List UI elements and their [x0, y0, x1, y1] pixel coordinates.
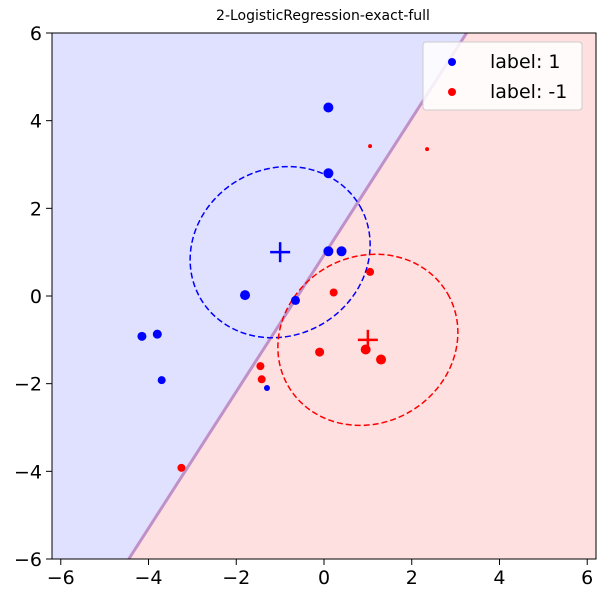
decision-boundary	[127, 33, 468, 559]
legend-marker-label-neg1	[448, 88, 456, 96]
y-tick-label: 2	[30, 198, 42, 220]
covariance-ellipse-label-1	[189, 165, 371, 339]
legend-box	[422, 41, 583, 111]
data-point-label-neg1	[360, 344, 371, 355]
legend: label: 1 label: -1	[422, 41, 583, 111]
y-tick-label: 4	[30, 111, 42, 133]
y-tick-label: 0	[30, 286, 42, 308]
region-label-1	[52, 33, 467, 559]
data-point-label-1	[323, 168, 334, 179]
data-point-label-neg1	[376, 354, 387, 365]
y-tick-label: −6	[14, 549, 42, 571]
mean-marker-label-1	[270, 242, 291, 263]
data-point-label-1	[336, 246, 347, 257]
region-label-neg1	[128, 33, 596, 559]
data-point-label-1	[240, 290, 251, 301]
y-tick-label: 6	[30, 23, 42, 45]
y-tick-label: −2	[14, 374, 42, 396]
x-axis: −6 −4 −2 0 2 4 6	[47, 559, 593, 589]
y-tick-label: −4	[14, 461, 42, 483]
legend-label-neg1: label: -1	[490, 81, 567, 103]
x-tick-label: 4	[493, 567, 505, 589]
legend-marker-label-1	[448, 58, 456, 66]
data-point-label-neg1	[329, 288, 338, 297]
data-point-label-1	[137, 331, 147, 341]
data-point-label-neg1	[425, 147, 430, 152]
data-point-label-neg1	[315, 347, 325, 357]
mean-marker-label-neg1	[357, 329, 378, 350]
data-point-label-neg1	[256, 362, 265, 371]
x-tick-label: 6	[581, 567, 593, 589]
x-tick-label: 2	[406, 567, 418, 589]
x-tick-label: 0	[318, 567, 330, 589]
data-point-label-neg1	[366, 267, 375, 276]
data-point-label-neg1	[368, 144, 373, 149]
x-tick-label: −2	[222, 567, 250, 589]
x-tick-label: −6	[47, 567, 75, 589]
data-point-label-1	[157, 376, 166, 385]
y-axis: −6 −4 −2 0 2 4 6	[14, 23, 52, 571]
data-point-label-1	[323, 246, 334, 257]
x-tick-label: −4	[135, 567, 163, 589]
covariance-ellipse-label-neg1	[277, 253, 459, 427]
data-point-label-1	[152, 329, 162, 339]
data-point-label-1	[323, 102, 334, 113]
plot-area	[52, 33, 596, 559]
legend-label-1: label: 1	[490, 51, 560, 73]
data-point-label-1	[290, 295, 300, 305]
data-point-label-neg1	[177, 463, 186, 472]
chart-title: 2-LogisticRegression-exact-full	[216, 8, 430, 24]
data-point-label-neg1	[257, 375, 266, 384]
data-point-label-1	[263, 385, 270, 392]
